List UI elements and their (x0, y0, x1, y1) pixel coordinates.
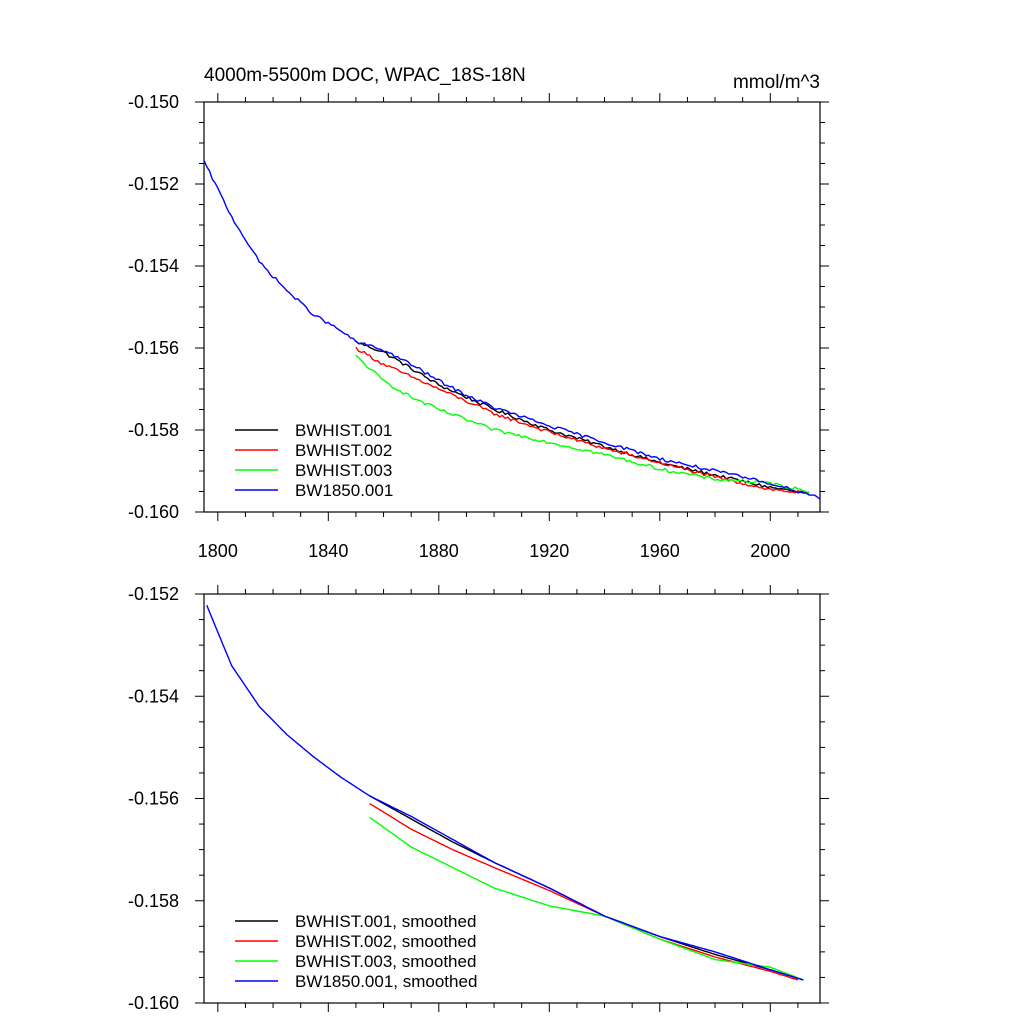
y-tick-label: -0.156 (128, 338, 179, 358)
legend-label: BWHIST.001 (295, 421, 392, 440)
series-line-bwhist-003 (355, 354, 810, 494)
legend-label: BWHIST.003, smoothed (295, 952, 476, 971)
series-line-bw1850-001-smoothed (206, 604, 804, 981)
y-tick-label: -0.150 (128, 92, 179, 112)
y-tick-label: -0.158 (128, 420, 179, 440)
x-tick-label: 1880 (419, 541, 459, 561)
legend-label: BW1850.001, smoothed (295, 972, 477, 991)
y-tick-label: -0.156 (128, 789, 179, 809)
top-panel: 4000m-5500m DOC, WPAC_18S-18N mmol/m^3 -… (128, 65, 829, 561)
top-plot-marks: -0.150 -0.152 -0.154 -0.156 -0.158 -0.160 1800… (128, 92, 829, 561)
series-line-bwhist-001 (355, 340, 810, 494)
x-tick-label: 1840 (308, 541, 348, 561)
bottom-panel: -0.152 -0.154 -0.156 -0.158 -0.160 BWHIST.001… (128, 584, 829, 1013)
legend-label: BWHIST.001, smoothed (295, 912, 476, 931)
units-label: mmol/m^3 (733, 72, 820, 93)
x-tick-label: 1960 (640, 541, 680, 561)
y-tick-label: -0.158 (128, 891, 179, 911)
x-tick-label: 1800 (198, 541, 238, 561)
chart-title: 4000m-5500m DOC, WPAC_18S-18N (204, 65, 526, 86)
series-line-bwhist-003-smoothed (369, 816, 804, 981)
series-line-bwhist-002 (355, 346, 810, 495)
x-tick-label: 1920 (529, 541, 569, 561)
bottom-plot-marks: -0.152 -0.154 -0.156 -0.158 -0.160 BWHIST.001… (128, 584, 829, 1013)
legend-label: BWHIST.002 (295, 441, 392, 460)
legend-label: BWHIST.002, smoothed (295, 932, 476, 951)
series-line-bw1850-001 (203, 160, 821, 500)
x-tick-label: 2000 (750, 541, 790, 561)
y-tick-label: -0.152 (128, 174, 179, 194)
legend-label: BWHIST.003 (295, 461, 392, 480)
y-tick-label: -0.152 (128, 584, 179, 604)
legend-label: BW1850.001 (295, 481, 393, 500)
y-tick-label: -0.160 (128, 993, 179, 1013)
series-line-bwhist-002-smoothed (369, 803, 799, 981)
y-tick-label: -0.154 (128, 686, 179, 706)
y-tick-label: -0.154 (128, 256, 179, 276)
y-tick-label: -0.160 (128, 502, 179, 522)
